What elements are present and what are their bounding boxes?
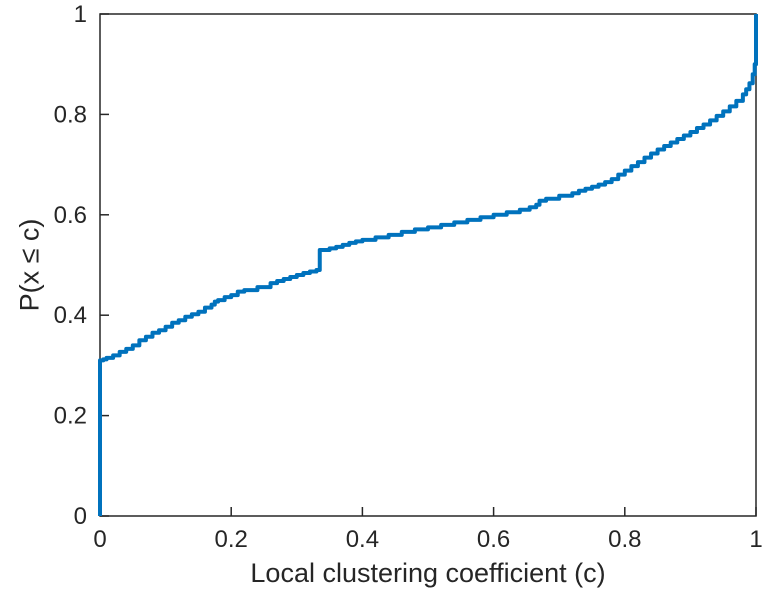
y-tick-label: 1 <box>74 1 87 28</box>
y-tick-label: 0.8 <box>54 101 87 128</box>
y-axis-label: P(x ≤ c) <box>14 218 45 312</box>
x-tick-label: 1 <box>749 526 762 553</box>
y-tick-label: 0.6 <box>54 202 87 229</box>
x-tick-label: 0.4 <box>346 526 379 553</box>
axes-box <box>99 13 757 517</box>
x-tick-label: 0.8 <box>608 526 641 553</box>
x-tick-label: 0.6 <box>477 526 510 553</box>
x-axis-label: Local clustering coefficient (c) <box>250 558 606 588</box>
y-tick-label: 0.4 <box>54 302 87 329</box>
y-tick-label: 0.2 <box>54 403 87 430</box>
cdf-curve <box>98 14 758 516</box>
y-tick-label: 0 <box>74 503 87 530</box>
x-tick-label: 0.2 <box>215 526 248 553</box>
x-tick-label: 0 <box>93 526 106 553</box>
